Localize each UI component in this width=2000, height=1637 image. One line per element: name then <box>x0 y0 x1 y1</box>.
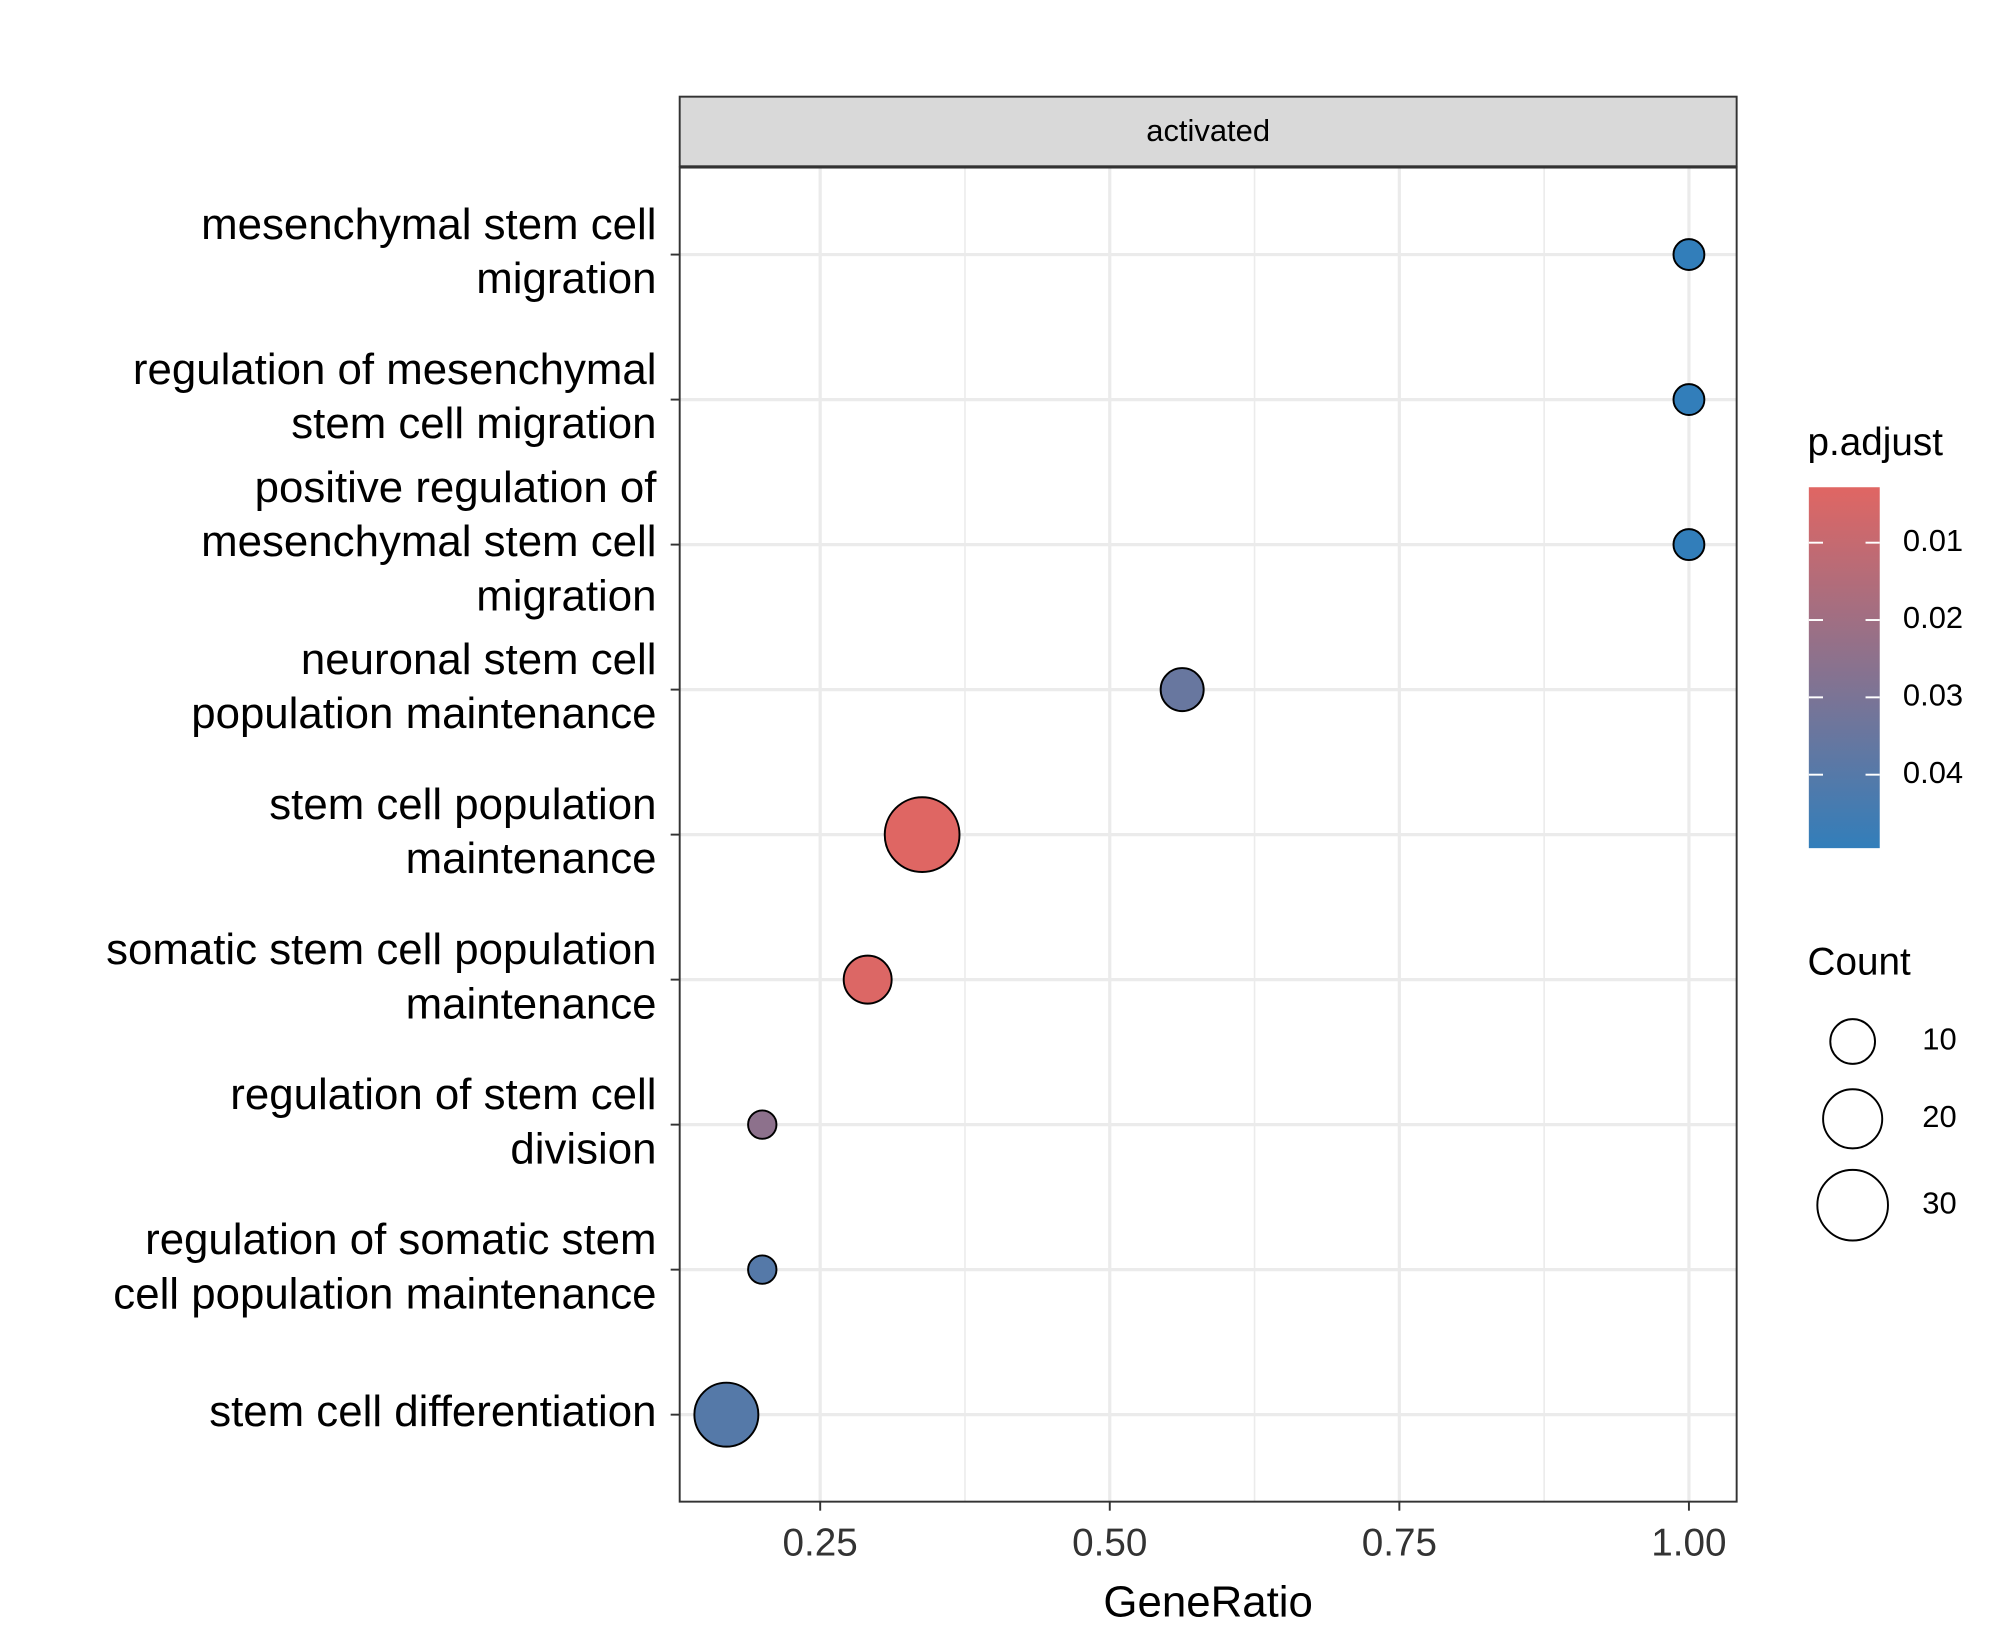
y-tick-label: somatic stem cell population <box>106 925 656 974</box>
size-key <box>1822 1088 1884 1150</box>
y-tick-label: stem cell migration <box>291 399 656 448</box>
dot <box>747 1254 778 1285</box>
y-tick-label: maintenance <box>406 834 657 883</box>
colorbar-label: 0.01 <box>1903 523 1963 558</box>
y-tick-label: regulation of mesenchymal <box>133 345 657 394</box>
dot <box>1672 383 1706 416</box>
x-tick-label: 0.25 <box>783 1522 858 1565</box>
y-tick-label: migration <box>476 254 656 303</box>
colorbar-label: 0.03 <box>1903 678 1963 713</box>
size-key <box>1816 1168 1889 1242</box>
color-legend-title: p.adjust <box>1808 421 1944 464</box>
y-tick-label: mesenchymal stem cell <box>201 517 656 566</box>
dot <box>693 1381 760 1448</box>
y-tick-label: positive regulation of <box>255 463 658 512</box>
dot <box>1159 667 1205 713</box>
colorbar-label: 0.02 <box>1903 600 1963 635</box>
y-tick-label: stem cell differentiation <box>209 1387 656 1436</box>
dot <box>883 796 961 873</box>
colorbar <box>1808 487 1880 849</box>
y-tick-label: maintenance <box>406 979 657 1028</box>
size-label: 30 <box>1922 1185 1956 1220</box>
dot <box>842 954 893 1005</box>
x-tick-label: 1.00 <box>1651 1522 1726 1565</box>
y-tick-label: mesenchymal stem cell <box>201 200 656 249</box>
y-tick-label: population maintenance <box>191 689 656 738</box>
x-tick-label: 0.75 <box>1362 1522 1437 1565</box>
facet-strip <box>678 95 1738 168</box>
dot <box>1672 238 1706 271</box>
y-tick-label: neuronal stem cell <box>301 635 657 684</box>
y-tick-label: cell population maintenance <box>113 1269 656 1318</box>
size-label: 20 <box>1922 1099 1956 1134</box>
y-tick-label: migration <box>476 571 656 620</box>
dot <box>747 1109 778 1140</box>
colorbar-label: 0.04 <box>1903 755 1963 790</box>
dot <box>1672 528 1706 562</box>
size-legend-title: Count <box>1808 940 1911 983</box>
facet-label: activated <box>1146 113 1270 148</box>
y-tick-label: regulation of stem cell <box>230 1070 656 1119</box>
y-tick-label: stem cell population <box>269 780 656 829</box>
size-key <box>1829 1018 1876 1065</box>
size-label: 10 <box>1922 1022 1956 1057</box>
y-tick-label: division <box>510 1124 656 1173</box>
x-tick-label: 0.50 <box>1072 1522 1147 1565</box>
x-axis-title: GeneRatio <box>1103 1577 1312 1626</box>
y-tick-label: regulation of somatic stem <box>145 1215 656 1264</box>
